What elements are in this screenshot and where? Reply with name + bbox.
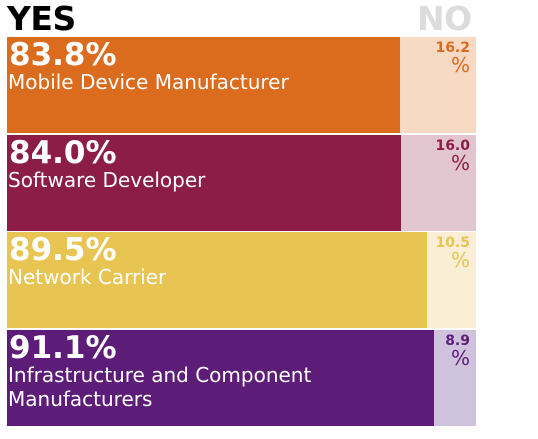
bar-row: 84.0% Software Developer 16.0%	[7, 134, 476, 231]
no-value-label: 8.9	[445, 332, 470, 349]
yes-value-label: 89.5%	[9, 232, 117, 268]
yes-value-label: 91.1%	[9, 329, 117, 366]
no-bar-segment	[401, 134, 476, 231]
bar-row: 89.5% Network Carrier 10.5%	[7, 232, 476, 328]
yes-bar-segment	[7, 37, 400, 133]
yes-bar-segment	[7, 329, 434, 426]
no-percent-sign: %	[450, 150, 470, 175]
category-label: Network Carrier	[8, 265, 167, 289]
category-label: Software Developer	[8, 167, 206, 192]
no-percent-sign: %	[450, 248, 470, 272]
yes-bar-segment	[7, 134, 401, 231]
no-bar-segment	[400, 37, 476, 133]
no-percent-sign: %	[450, 53, 470, 77]
yes-bar-segment	[7, 232, 427, 328]
bar-row: 83.8% Mobile Device Manufacturer 16.2%	[7, 37, 476, 133]
no-bar-segment	[434, 329, 476, 426]
bar-row: 91.1% Infrastructure and Component Manufa…	[7, 329, 476, 426]
no-value-label: 10.5	[435, 235, 470, 251]
no-header: NO	[417, 0, 472, 38]
yes-value-label: 84.0%	[9, 134, 117, 171]
category-label: Mobile Device Manufacturer	[8, 70, 289, 94]
no-percent-sign: %	[450, 345, 470, 370]
yes-value-label: 83.8%	[9, 37, 117, 73]
no-bar-segment	[427, 232, 476, 328]
no-value-label: 16.2	[435, 40, 470, 56]
category-label: Infrastructure and Component Manufacture…	[8, 362, 312, 411]
no-value-label: 16.0	[435, 137, 470, 154]
yes-header: YES	[7, 0, 76, 38]
